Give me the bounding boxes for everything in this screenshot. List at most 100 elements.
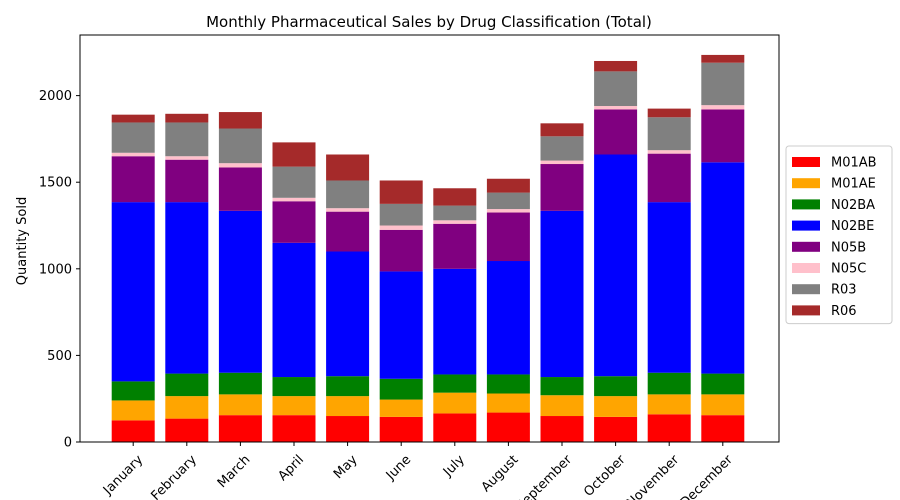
bar-r03-march	[218, 128, 262, 164]
bar-m01ab-october	[594, 416, 638, 442]
bar-m01ab-december	[701, 415, 745, 442]
bar-r03-november	[647, 117, 691, 151]
chart-title: Monthly Pharmaceutical Sales by Drug Cla…	[206, 13, 652, 31]
legend-label-m01ae: M01AE	[831, 177, 876, 192]
bar-r06-december	[701, 54, 745, 63]
bar-m01ab-august	[486, 412, 530, 442]
bar-n05c-february	[165, 156, 209, 160]
bar-n05b-december	[701, 109, 745, 163]
bar-m01ab-june	[379, 416, 423, 442]
bar-r03-august	[486, 192, 530, 210]
bar-n05c-september	[540, 160, 584, 165]
bar-n02be-march	[218, 210, 262, 373]
bar-n02be-october	[594, 154, 638, 377]
x-tick-label-july: July	[440, 452, 468, 480]
bar-n02ba-november	[647, 372, 691, 395]
bar-n05b-april	[272, 201, 316, 243]
legend-swatch-r06	[792, 305, 820, 316]
x-tick-label-january: January	[100, 452, 146, 498]
bar-m01ab-july	[433, 413, 477, 442]
x-tick-label-october: October	[581, 452, 629, 500]
y-axis-label: Quantity Sold	[15, 197, 30, 285]
bar-n02be-april	[272, 242, 316, 378]
bar-r03-september	[540, 136, 584, 161]
bar-r03-february	[165, 122, 209, 157]
bar-n02be-november	[647, 202, 691, 373]
bar-r06-february	[165, 113, 209, 123]
y-tick-label: 2000	[39, 89, 72, 104]
bar-m01ae-december	[701, 394, 745, 416]
bar-n02be-june	[379, 271, 423, 379]
bar-n02be-january	[111, 202, 155, 382]
bar-m01ab-may	[326, 416, 370, 442]
legend-swatch-n02ba	[792, 199, 820, 210]
bar-n05b-january	[111, 156, 155, 203]
bar-r03-december	[701, 62, 745, 106]
bar-r03-january	[111, 122, 155, 153]
legend-label-n02ba: N02BA	[831, 198, 875, 213]
bar-r06-march	[218, 112, 262, 129]
legend-label-n05b: N05B	[831, 240, 866, 255]
legend-label-r06: R06	[831, 304, 857, 319]
bar-m01ae-january	[111, 400, 155, 421]
bar-m01ab-march	[218, 415, 262, 442]
bar-n05c-august	[486, 209, 530, 213]
bar-r03-june	[379, 203, 423, 226]
bar-n05b-june	[379, 229, 423, 272]
bar-m01ab-september	[540, 416, 584, 442]
bar-m01ae-may	[326, 396, 370, 417]
x-tick-label-april: April	[275, 452, 307, 484]
legend-swatch-m01ae	[792, 178, 820, 189]
bar-r06-april	[272, 142, 316, 167]
bar-m01ae-february	[165, 396, 209, 419]
bar-n02be-december	[701, 162, 745, 374]
bar-n05c-march	[218, 163, 262, 168]
bar-r03-october	[594, 71, 638, 107]
bar-n02be-august	[486, 261, 530, 375]
bar-n05b-july	[433, 223, 477, 269]
bar-n05c-july	[433, 220, 477, 224]
bar-m01ab-january	[111, 420, 155, 442]
bar-m01ab-february	[165, 418, 209, 442]
x-tick-label-august: August	[479, 452, 522, 495]
legend-swatch-n05b	[792, 241, 820, 252]
bar-n05b-september	[540, 164, 584, 211]
bar-m01ae-october	[594, 396, 638, 417]
chart-legend: M01AB M01AE N02BA N02BE N05B N05C R03 R06	[785, 145, 893, 325]
legend-swatch-n05c	[792, 263, 820, 273]
bar-m01ae-september	[540, 395, 584, 417]
bar-n05b-march	[218, 167, 262, 211]
bar-m01ae-march	[218, 394, 262, 416]
legend-swatch-r03	[792, 284, 820, 295]
bar-m01ae-april	[272, 396, 316, 416]
bar-n02ba-march	[218, 372, 262, 395]
bar-m01ae-november	[647, 394, 691, 415]
bar-r06-october	[594, 60, 638, 72]
bar-n02ba-may	[326, 376, 370, 397]
bar-n02be-september	[540, 210, 584, 378]
legend-label-n05c: N05C	[831, 262, 866, 277]
legend-label-n02be: N02BE	[831, 219, 874, 234]
bar-n02ba-july	[433, 374, 477, 393]
bar-n05c-december	[701, 105, 745, 110]
x-tick-label-march: March	[215, 452, 254, 491]
bar-r06-may	[326, 154, 370, 181]
y-tick-label: 1000	[39, 262, 72, 277]
bar-m01ab-april	[272, 415, 316, 442]
bar-n02ba-august	[486, 374, 530, 394]
bar-m01ae-july	[433, 392, 477, 414]
bar-n02ba-january	[111, 381, 155, 401]
x-tick-label-november: November	[624, 452, 683, 500]
bar-n05c-june	[379, 225, 423, 230]
bar-n02ba-december	[701, 373, 745, 395]
bar-n02be-july	[433, 268, 477, 375]
bar-n02be-may	[326, 251, 370, 377]
bar-n05b-august	[486, 212, 530, 262]
bar-n05b-october	[594, 109, 638, 155]
legend-swatch-m01ab	[792, 157, 820, 167]
bar-n05b-may	[326, 211, 370, 252]
bar-r03-may	[326, 180, 370, 209]
x-tick-label-june: June	[383, 452, 414, 483]
bar-n02ba-june	[379, 378, 423, 400]
bar-m01ae-august	[486, 393, 530, 413]
